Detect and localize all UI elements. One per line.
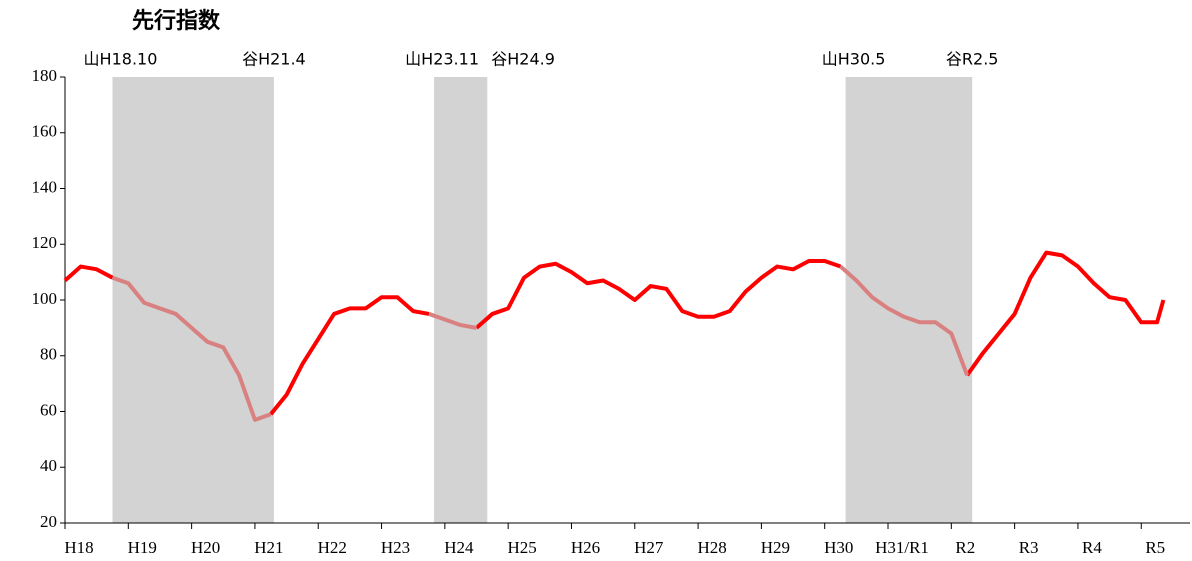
y-tick-label: 120 <box>32 233 58 252</box>
y-tick-label: 40 <box>40 456 57 475</box>
recession-band <box>434 77 488 523</box>
x-tick-label: H21 <box>254 538 283 557</box>
x-tick-label: R3 <box>1019 538 1039 557</box>
x-tick-label: H30 <box>824 538 853 557</box>
x-tick-label: H28 <box>697 538 726 557</box>
trough-label: 谷H21.4 <box>242 50 306 69</box>
y-tick-label: 20 <box>40 512 57 531</box>
trough-label: 谷H24.9 <box>491 50 555 69</box>
peak-label: 山H18.10 <box>84 50 158 69</box>
y-tick-label: 80 <box>40 345 57 364</box>
chart-title: 先行指数 <box>132 8 221 34</box>
x-tick-label: H19 <box>128 538 157 557</box>
y-tick-label: 60 <box>40 400 57 419</box>
x-tick-label: H22 <box>318 538 347 557</box>
peak-label: 山H30.5 <box>822 50 886 69</box>
y-tick-label: 140 <box>32 177 58 196</box>
x-tick-label: H20 <box>191 538 220 557</box>
recession-band <box>112 77 274 523</box>
x-tick-label: H24 <box>444 538 474 557</box>
y-tick-label: 160 <box>32 122 58 141</box>
x-tick-label: H23 <box>381 538 410 557</box>
trough-label: 谷R2.5 <box>946 50 999 69</box>
y-tick-label: 180 <box>32 66 58 85</box>
x-tick-label: H31/R1 <box>875 538 929 557</box>
x-tick-label: H25 <box>508 538 537 557</box>
x-tick-label: H26 <box>571 538 600 557</box>
index-line <box>63 250 1166 416</box>
x-tick-label: R5 <box>1145 538 1165 557</box>
x-tick-label: H27 <box>634 538 664 557</box>
x-tick-label: H18 <box>64 538 93 557</box>
recession-band <box>845 77 973 523</box>
x-tick-label: R4 <box>1082 538 1102 557</box>
y-tick-label: 100 <box>32 289 58 308</box>
x-tick-label: R2 <box>955 538 975 557</box>
index-line <box>111 265 970 422</box>
peak-label: 山H23.11 <box>405 50 479 69</box>
x-tick-label: H29 <box>761 538 790 557</box>
